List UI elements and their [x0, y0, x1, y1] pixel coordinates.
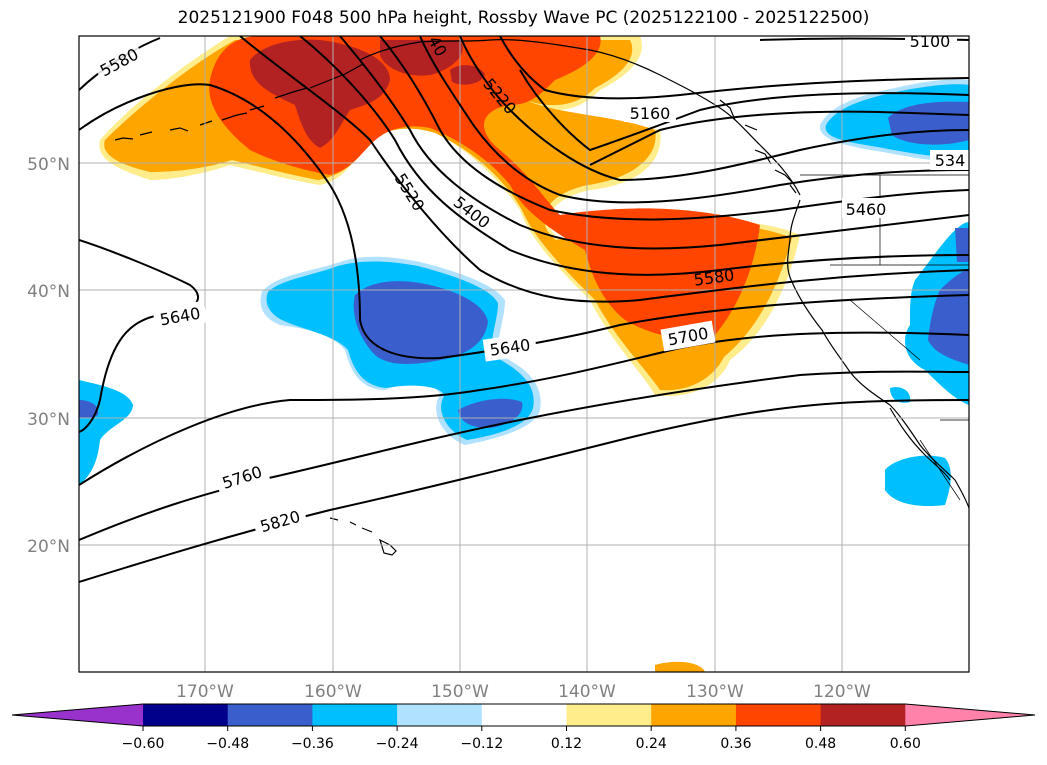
- state-borders: [830, 175, 969, 501]
- positive-anomaly-max: [380, 40, 463, 76]
- colorbar-tick-label: −0.12: [460, 736, 503, 752]
- bc-islands: [719, 99, 797, 194]
- colorbar-segment: [227, 704, 313, 726]
- alaska-coast: [359, 39, 801, 196]
- baja-peninsula: [889, 407, 951, 481]
- contour-label: 534: [935, 151, 966, 170]
- colorbar-segment: [651, 704, 737, 726]
- colorbar-extend-high: [905, 704, 1035, 726]
- colorbar-tick-label: −0.36: [291, 736, 334, 752]
- lon-label: 160°W: [304, 682, 362, 702]
- positive-anomaly-small: [655, 661, 705, 672]
- lon-label: 140°W: [558, 682, 616, 702]
- longitude-labels: 170°W 160°W 150°W 140°W 130°W 120°W: [176, 682, 871, 702]
- negative-anomaly-strong: [353, 281, 488, 364]
- colorbar-segment: [312, 704, 398, 726]
- contour-line: [419, 36, 969, 204]
- lon-label: 130°W: [686, 682, 744, 702]
- negative-anomaly-west-us: [955, 228, 969, 262]
- contour-label: 5640: [158, 304, 201, 330]
- colorbar-segment: [735, 704, 822, 726]
- gridlines: [79, 36, 969, 672]
- lon-label: 120°W: [813, 682, 871, 702]
- colorbar-tick-label: −0.60: [122, 736, 165, 752]
- contour-line: [299, 36, 969, 276]
- contour-line: [589, 110, 969, 166]
- colorbar-segment: [566, 704, 652, 726]
- contour-line: [79, 83, 969, 360]
- colorbar-segment: [820, 704, 906, 726]
- contour-label: 5460: [846, 200, 887, 219]
- colorbar-tick-label: 0.12: [551, 736, 582, 752]
- colorbar-tick-label: 0.36: [720, 736, 751, 752]
- contour-line: [459, 36, 969, 182]
- colorbar-segment: [397, 704, 483, 726]
- latitude-labels: 50°N 40°N 30°N 20°N: [27, 155, 70, 557]
- colorbar-segment: [481, 704, 567, 726]
- contour-line: [239, 36, 969, 303]
- colorbar-tick-label: 0.60: [890, 736, 921, 752]
- hawaii: [329, 517, 397, 556]
- contour-line: [79, 331, 969, 486]
- negative-anomaly-baja: [885, 455, 951, 507]
- lat-label: 40°N: [27, 282, 70, 302]
- lon-label: 170°W: [176, 682, 234, 702]
- lon-label: 150°W: [431, 682, 489, 702]
- colorbar-extend-low: [12, 704, 143, 726]
- map-frame: [78, 35, 970, 673]
- negative-anomaly-small: [890, 387, 911, 403]
- negative-anomaly-strong: [458, 398, 523, 428]
- lat-label: 50°N: [27, 155, 70, 175]
- contour-line: [499, 36, 969, 100]
- negative-anomaly-west-us: [928, 270, 969, 365]
- colorbar-tick-label: −0.48: [206, 736, 249, 752]
- colorbar: −0.60 −0.48 −0.36 −0.24 −0.12 0.12 0.24 0.36 0.4…: [11, 703, 1036, 752]
- anomaly-shading: [79, 36, 969, 672]
- contour-line: [339, 36, 969, 250]
- contour-line: [79, 399, 969, 583]
- positive-anomaly-max: [249, 39, 390, 148]
- contour-label: 5520: [391, 170, 429, 215]
- contour-label: 5100: [910, 32, 951, 51]
- negative-anomaly-west: [79, 400, 99, 419]
- contour-line: [79, 370, 969, 541]
- contour-label: 5160: [630, 104, 671, 123]
- lat-label: 20°N: [27, 537, 70, 557]
- colorbar-tick-label: 0.48: [805, 736, 836, 752]
- lat-label: 30°N: [27, 410, 70, 430]
- contour-label: 5400: [450, 192, 494, 232]
- map-title: 2025121900 F048 500 hPa height, Rossby W…: [177, 8, 870, 28]
- positive-anomaly-max: [450, 65, 485, 85]
- colorbar-tick-label: 0.24: [636, 736, 667, 752]
- colorbar-tick-label: −0.24: [376, 736, 419, 752]
- colorbar-segment: [143, 704, 229, 726]
